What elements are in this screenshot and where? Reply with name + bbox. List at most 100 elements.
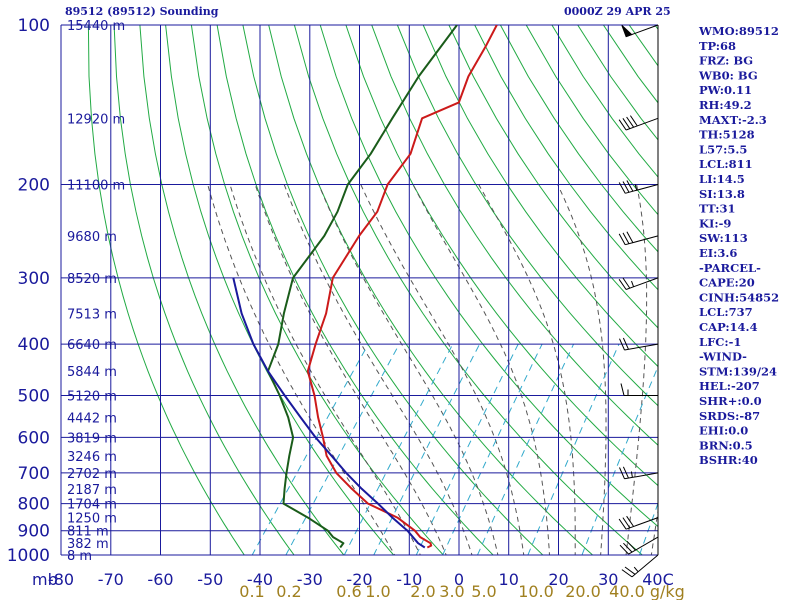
dry-adiabat-line bbox=[345, 25, 658, 487]
temperature-tick-label: 20 bbox=[548, 570, 568, 589]
pressure-tick-label: 600 bbox=[18, 428, 50, 448]
wind-barb-flag bbox=[629, 115, 638, 127]
wind-barb-flag bbox=[621, 569, 633, 578]
moist-adiabat-line bbox=[650, 508, 658, 555]
height-label: 382 m bbox=[67, 537, 109, 552]
dry-adiabats bbox=[87, 25, 800, 566]
height-label: 9680 m bbox=[67, 230, 117, 245]
mixing-ratio-label: 5.0 bbox=[471, 582, 496, 600]
mixing-ratio-labels: 0.1 0.2 0.6 1.0 2.0 3.0 5.0 10.0 20.0 40.0 g/kg bbox=[239, 582, 685, 600]
dry-adiabat-line bbox=[165, 25, 395, 555]
height-label: 5844 m bbox=[67, 365, 117, 380]
height-label: 1250 m bbox=[67, 512, 117, 527]
wind-barb-flag bbox=[626, 540, 636, 551]
height-label: 7513 m bbox=[67, 307, 117, 322]
dry-adiabat-line bbox=[293, 25, 644, 555]
wind-barb-staff bbox=[625, 517, 659, 530]
wind-barb-flag bbox=[619, 544, 629, 555]
wind-barb bbox=[620, 383, 658, 396]
moist-adiabat-line bbox=[283, 184, 473, 555]
wind-barb bbox=[619, 466, 659, 480]
moist-adiabat-line bbox=[254, 184, 447, 555]
wind-barb-staff bbox=[624, 343, 659, 351]
wind-barb-flag bbox=[618, 279, 627, 290]
mixing-ratio-label: 1.0 bbox=[365, 582, 390, 600]
height-label: 3246 m bbox=[67, 450, 117, 465]
index-entry: FRZ: BG bbox=[699, 54, 753, 68]
temperature-tick-label: 10 bbox=[499, 570, 519, 589]
station-title: 89512 (89512) Sounding bbox=[65, 5, 219, 18]
height-label: 6640 m bbox=[67, 338, 117, 353]
index-entry: LCL:737 bbox=[699, 305, 753, 319]
mixing-ratio-line bbox=[285, 343, 400, 555]
sounding-time: 0000Z 29 APR 25 bbox=[564, 5, 671, 18]
wind-barb-flag bbox=[623, 542, 633, 553]
index-entry: LCL:811 bbox=[699, 157, 753, 171]
wind-barb bbox=[621, 24, 659, 38]
moist-adiabats bbox=[207, 184, 658, 555]
wind-barb-staff bbox=[625, 117, 659, 131]
mixing-ratio-line bbox=[343, 343, 454, 555]
height-label: 11100 m bbox=[67, 179, 125, 194]
wind-barb-flag bbox=[622, 466, 629, 479]
wind-barb-staff bbox=[631, 554, 659, 578]
pressure-tick-label: 800 bbox=[18, 495, 50, 515]
temperature-tick-label: 40C bbox=[642, 570, 674, 589]
index-entry: SRDS:-87 bbox=[699, 409, 760, 423]
index-entry: SW:113 bbox=[699, 231, 748, 245]
height-label: 15440 m bbox=[67, 19, 125, 34]
mixing-ratio-line bbox=[638, 501, 658, 555]
dry-adiabat-line bbox=[784, 25, 800, 566]
dry-adiabat-line bbox=[268, 25, 594, 555]
dry-adiabat-line bbox=[113, 25, 295, 555]
mixing-ratio-line bbox=[373, 343, 481, 555]
wind-barb-flag bbox=[619, 338, 625, 351]
height-label: 2187 m bbox=[67, 483, 117, 498]
wind-barb-flag bbox=[622, 337, 629, 350]
temperature-tick-label: -50 bbox=[197, 570, 223, 589]
wind-barb-flag bbox=[622, 277, 631, 289]
index-entry: SI:13.8 bbox=[699, 187, 745, 201]
index-entry: BRN:0.5 bbox=[699, 438, 753, 452]
temperature-profile-line bbox=[306, 25, 498, 549]
height-label: 1704 m bbox=[67, 498, 117, 513]
index-entry: HEL:-207 bbox=[699, 379, 760, 393]
temperature-tick-label: -80 bbox=[48, 570, 74, 589]
temperature-tick-label: -40 bbox=[247, 570, 273, 589]
mixing-ratio-line bbox=[476, 343, 575, 555]
wind-barb-column bbox=[618, 24, 659, 578]
dry-adiabat-line bbox=[190, 25, 444, 555]
dry-adiabat-line bbox=[422, 25, 658, 368]
wind-barb-flag bbox=[619, 467, 625, 480]
moist-adiabat-line bbox=[412, 184, 551, 555]
temperature-tick-label: -30 bbox=[297, 570, 323, 589]
pressure-tick-label: 500 bbox=[18, 387, 50, 407]
dry-adiabat-line bbox=[242, 25, 544, 555]
mixing-ratio-label: 3.0 bbox=[439, 582, 464, 600]
height-label: 12920 m bbox=[67, 112, 125, 127]
wind-barb-flag bbox=[626, 515, 635, 527]
mixing-ratio-label: 0.1 bbox=[239, 582, 264, 600]
index-entry: -WIND- bbox=[699, 350, 747, 364]
height-labels: 15440 m 12920 m 11100 m 9680 m 8520 m 7513 m 6… bbox=[67, 19, 125, 564]
index-entry: L57:5.5 bbox=[699, 142, 747, 156]
dry-adiabat-line bbox=[499, 25, 658, 253]
index-entry: CINH:54852 bbox=[699, 290, 779, 304]
wind-barb-half-flag bbox=[630, 471, 633, 478]
temperature-tick-label: -70 bbox=[98, 570, 124, 589]
index-entry: PW:0.11 bbox=[699, 83, 752, 97]
wind-barb-half-flag bbox=[634, 184, 638, 191]
dry-adiabat-line bbox=[216, 25, 494, 555]
index-entry: -PARCEL- bbox=[699, 261, 761, 275]
wind-barb bbox=[618, 115, 659, 131]
wind-barb-flag bbox=[618, 119, 627, 131]
index-entry: CAP:14.4 bbox=[699, 320, 758, 334]
sounding-profiles bbox=[232, 25, 498, 549]
moist-adiabat-line bbox=[207, 184, 396, 555]
moist-adiabat-line bbox=[318, 184, 499, 555]
temperature-tick-label: -20 bbox=[346, 570, 372, 589]
index-entry: CAPE:20 bbox=[699, 276, 755, 290]
wind-barb-flag bbox=[618, 182, 626, 194]
wind-barb bbox=[619, 337, 659, 351]
wind-barb-flag bbox=[626, 231, 634, 243]
